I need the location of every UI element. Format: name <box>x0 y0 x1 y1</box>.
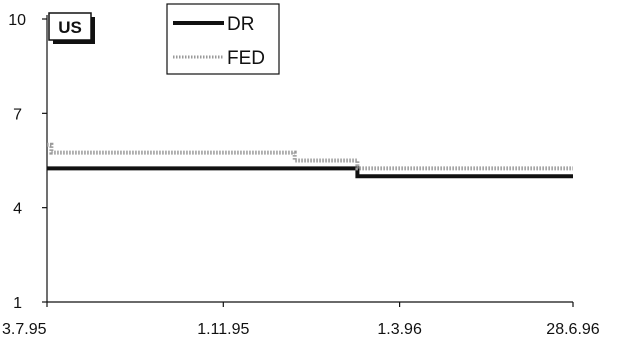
y-tick-label-4: 4 <box>13 201 22 218</box>
legend-label-dr: DR <box>227 14 254 35</box>
x-tick-label-2: 1.3.96 <box>377 321 422 338</box>
legend-frame <box>166 3 280 75</box>
series-line-fed <box>47 142 573 171</box>
legend: DR FED <box>166 3 280 75</box>
y-tick-label-1: 1 <box>13 295 22 312</box>
series-line-dr <box>47 166 573 179</box>
x-tick-label-3: 28.6.96 <box>546 321 599 338</box>
panel-label-box: US <box>48 12 95 44</box>
x-tick-label-1: 1.11.95 <box>197 321 249 338</box>
series-lines <box>47 142 573 179</box>
x-tick-label-0: 3.7.95 <box>2 321 47 338</box>
panel-label-frame <box>48 12 92 41</box>
y-tick-label-7: 7 <box>13 106 22 123</box>
panel-label: US <box>58 18 82 37</box>
y-tick-label-10: 10 <box>8 12 26 29</box>
legend-label-fed: FED <box>227 48 265 69</box>
axes: 1 4 7 10 3.7.95 1.11.95 1.3.96 28.6.96 <box>2 12 600 338</box>
